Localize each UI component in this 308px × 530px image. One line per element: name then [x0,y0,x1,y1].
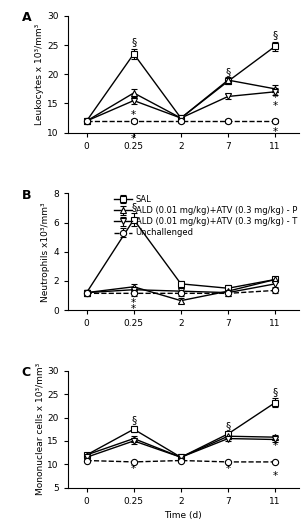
X-axis label: Time (d): Time (d) [164,511,202,520]
Y-axis label: Mononuclear cells x 10³/mm³: Mononuclear cells x 10³/mm³ [35,363,44,496]
Text: *: * [131,110,136,120]
Text: *: * [273,93,278,103]
Text: *: * [273,101,278,111]
Text: §: § [273,387,278,398]
Legend: SAL, ALD (0.01 mg/kg)+ATV (0.3 mg/kg) - P, ALD (0.01 mg/kg)+ATV (0.3 mg/kg) - T,: SAL, ALD (0.01 mg/kg)+ATV (0.3 mg/kg) - … [114,195,297,237]
Text: *: * [131,98,136,108]
Text: *: * [273,127,278,137]
Y-axis label: Leukocytes x 10³/mm³: Leukocytes x 10³/mm³ [35,24,44,125]
Text: *: * [273,441,278,451]
Text: *: * [131,304,136,314]
Text: *: * [131,298,136,308]
Text: *: * [131,134,136,144]
Y-axis label: Neutrophils x10³/mm³: Neutrophils x10³/mm³ [41,202,50,302]
Text: *: * [131,290,136,301]
Text: §: § [131,38,136,47]
Text: C: C [22,366,31,379]
Text: *: * [225,464,231,474]
Text: §: § [225,421,231,430]
Text: §: § [131,201,136,211]
Text: A: A [22,11,31,24]
Text: §: § [273,30,278,40]
Text: §: § [225,67,231,77]
Text: B: B [22,189,31,202]
Text: *: * [131,464,136,474]
Text: *: * [273,471,278,481]
Text: §: § [131,415,136,425]
